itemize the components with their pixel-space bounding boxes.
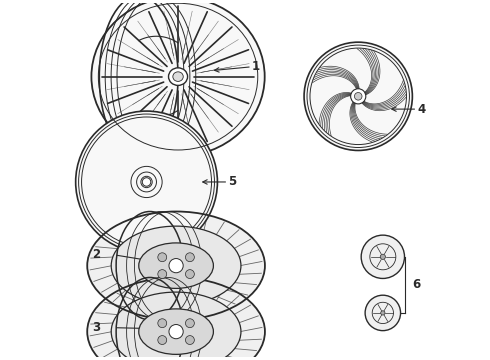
Text: 1: 1 [252, 60, 260, 73]
Ellipse shape [92, 0, 265, 156]
Circle shape [354, 93, 362, 100]
Circle shape [169, 258, 183, 273]
Circle shape [185, 253, 195, 262]
Circle shape [158, 336, 167, 345]
Text: 4: 4 [417, 103, 425, 116]
Ellipse shape [111, 226, 241, 305]
Ellipse shape [139, 309, 214, 354]
Circle shape [75, 111, 218, 253]
Ellipse shape [111, 292, 241, 360]
Circle shape [381, 311, 385, 315]
Ellipse shape [173, 72, 183, 81]
Circle shape [365, 295, 400, 330]
Text: 5: 5 [228, 175, 237, 189]
Text: 3: 3 [92, 321, 100, 334]
Ellipse shape [87, 212, 265, 320]
Circle shape [185, 270, 195, 279]
Ellipse shape [139, 243, 214, 288]
Circle shape [304, 42, 413, 150]
Ellipse shape [87, 278, 265, 360]
Circle shape [158, 270, 167, 279]
Text: 2: 2 [92, 248, 100, 261]
Circle shape [185, 336, 195, 345]
Circle shape [158, 319, 167, 328]
Circle shape [158, 253, 167, 262]
Circle shape [169, 324, 183, 339]
Circle shape [185, 319, 195, 328]
Ellipse shape [169, 68, 188, 85]
Circle shape [361, 235, 405, 278]
Text: 6: 6 [413, 278, 420, 291]
Circle shape [142, 178, 151, 186]
Circle shape [380, 254, 386, 260]
Circle shape [351, 89, 366, 104]
